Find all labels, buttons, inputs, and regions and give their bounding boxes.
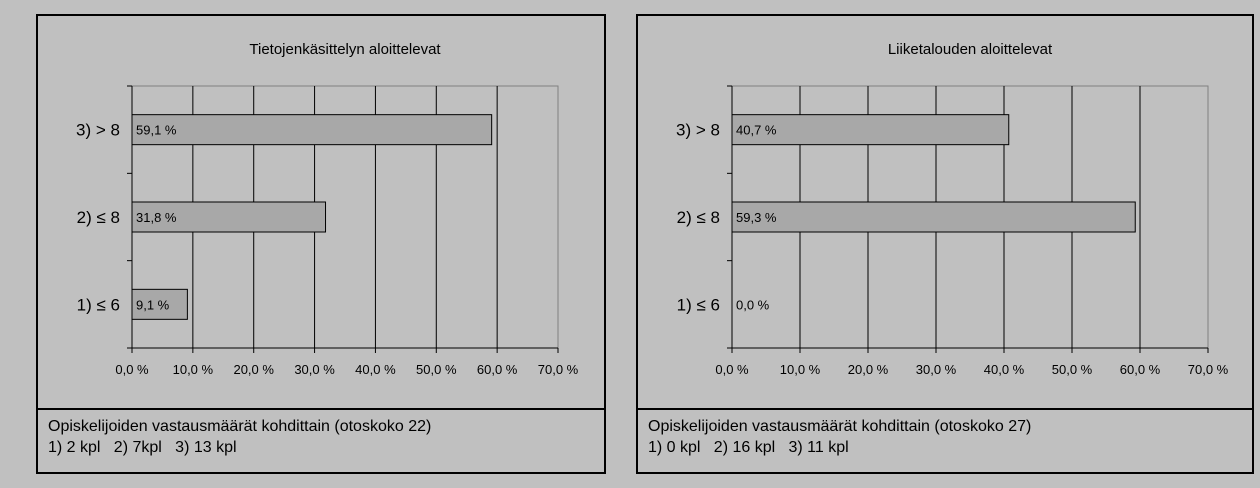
- caption-line: Opiskelijoiden vastausmäärät kohdittain …: [48, 418, 432, 435]
- chart-panel-tietojenkasittely: Tietojenkäsittelyn aloittelevat 0,0 % 10,0…: [36, 14, 606, 410]
- x-tick-label: 20,0 %: [233, 362, 274, 377]
- x-tick-label: 20,0 %: [848, 362, 889, 377]
- x-tick-label: 40,0 %: [355, 362, 396, 377]
- bar: [131, 114, 493, 146]
- data-label: 9,1 %: [136, 297, 170, 312]
- chart-panel-liiketalous: Liiketalouden aloittelevat 0,0 % 10,0 % 20,…: [636, 14, 1254, 410]
- caption-box: Opiskelijoiden vastausmäärät kohdittain …: [36, 408, 606, 474]
- x-tick-label: 10,0 %: [780, 362, 821, 377]
- data-label: 31,8 %: [136, 210, 177, 225]
- bar: [131, 288, 188, 320]
- caption-box: Opiskelijoiden vastausmäärät kohdittain …: [636, 408, 1254, 474]
- caption-line: Opiskelijoiden vastausmäärät kohdittain …: [648, 418, 1032, 435]
- category-label: 2) ≤ 8: [77, 208, 120, 227]
- chart-svg: Liiketalouden aloittelevat 0,0 % 10,0 % 20,…: [676, 41, 1229, 377]
- x-tick-label: 70,0 %: [1188, 362, 1229, 377]
- x-tick-label: 60,0 %: [477, 362, 518, 377]
- category-label: 3) > 8: [76, 121, 120, 140]
- bar: [731, 201, 1136, 233]
- data-label: 0,0 %: [736, 297, 770, 312]
- x-tick-label: 70,0 %: [538, 362, 579, 377]
- x-tick-label: 50,0 %: [1052, 362, 1093, 377]
- chart-svg: Tietojenkäsittelyn aloittelevat 0,0 % 10,0…: [76, 41, 579, 377]
- category-label: 1) ≤ 6: [677, 295, 720, 314]
- bar: [131, 201, 327, 233]
- chart-title: Liiketalouden aloittelevat: [888, 41, 1053, 58]
- caption-line: 1) 2 kpl 2) 7kpl 3) 13 kpl: [48, 439, 237, 456]
- x-tick-label: 40,0 %: [984, 362, 1025, 377]
- x-tick-label: 0,0 %: [115, 362, 149, 377]
- x-tick-label: 30,0 %: [294, 362, 335, 377]
- chart-title: Tietojenkäsittelyn aloittelevat: [249, 41, 441, 58]
- category-label: 3) > 8: [676, 121, 720, 140]
- x-tick-label: 0,0 %: [715, 362, 749, 377]
- category-label: 2) ≤ 8: [677, 208, 720, 227]
- x-tick-label: 10,0 %: [173, 362, 214, 377]
- x-tick-label: 60,0 %: [1120, 362, 1161, 377]
- category-label: 1) ≤ 6: [77, 295, 120, 314]
- caption-line: 1) 0 kpl 2) 16 kpl 3) 11 kpl: [648, 439, 849, 456]
- x-tick-label: 30,0 %: [916, 362, 957, 377]
- data-label: 59,1 %: [136, 123, 177, 138]
- data-label: 40,7 %: [736, 123, 777, 138]
- bar: [731, 114, 1010, 146]
- data-label: 59,3 %: [736, 210, 777, 225]
- x-tick-label: 50,0 %: [416, 362, 457, 377]
